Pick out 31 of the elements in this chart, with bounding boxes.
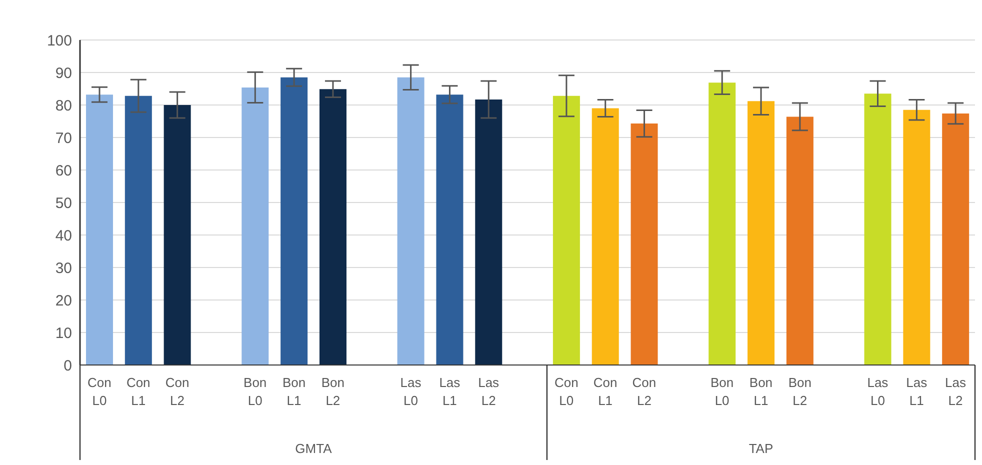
x-tick-label: Con L2 bbox=[165, 375, 190, 408]
x-tick-label: Las L0 bbox=[867, 375, 889, 408]
x-tick-label: Con L1 bbox=[593, 375, 618, 408]
y-tick-label: 60 bbox=[55, 162, 72, 180]
x-tick-label: Bon L0 bbox=[710, 375, 734, 408]
y-tick-label: 100 bbox=[46, 32, 72, 50]
y-tick-label: 10 bbox=[55, 324, 72, 342]
x-tick-label: Las L1 bbox=[439, 375, 461, 408]
x-tick-label: Las L2 bbox=[945, 375, 967, 408]
x-tick-label: Con L2 bbox=[632, 375, 656, 408]
text: TAP bbox=[748, 441, 774, 456]
x-tick-label: Con L0 bbox=[554, 375, 578, 408]
y-tick-label: 50 bbox=[55, 194, 72, 212]
text: GMTA bbox=[295, 441, 332, 456]
y-tick-label: 80 bbox=[55, 97, 72, 114]
x-tick-label: Con L0 bbox=[88, 375, 112, 408]
y-tick-label: 20 bbox=[55, 292, 72, 310]
y-tick-label: 70 bbox=[55, 130, 72, 147]
x-tick-label: Las L1 bbox=[906, 375, 928, 408]
y-tick-label: 30 bbox=[55, 260, 72, 277]
y-tick-label: 90 bbox=[55, 64, 72, 82]
x-tick-label: Las L2 bbox=[478, 375, 500, 408]
x-tick-label: Bon L0 bbox=[244, 375, 267, 408]
x-tick-label: Bon L1 bbox=[282, 375, 306, 408]
y-tick-label: 0 bbox=[64, 357, 72, 374]
x-tick-label: Las L0 bbox=[400, 375, 422, 408]
x-tick-label: Bon L2 bbox=[788, 375, 812, 408]
x-tick-label: Con L1 bbox=[126, 375, 150, 408]
y-tick-label: 40 bbox=[55, 227, 72, 244]
x-tick-label: Bon L2 bbox=[321, 375, 345, 408]
x-tick-label: Bon L1 bbox=[749, 375, 773, 408]
